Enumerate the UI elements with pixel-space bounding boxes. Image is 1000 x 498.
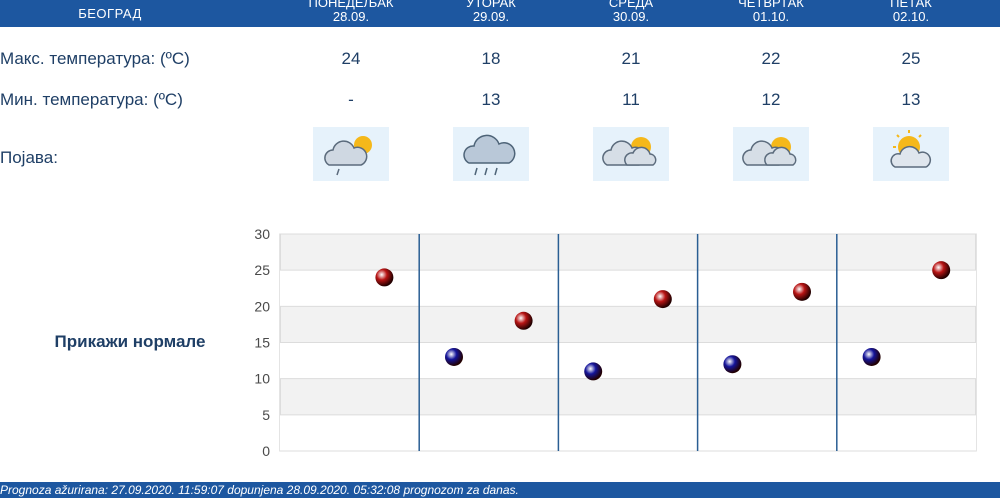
max-temp-point[interactable] bbox=[932, 261, 951, 280]
cloud-sun-icon bbox=[733, 127, 809, 181]
min-temp-point[interactable] bbox=[445, 347, 463, 366]
min-temp-value: - bbox=[348, 90, 354, 109]
cloud-sun-drizzle-icon bbox=[313, 127, 389, 181]
y-tick-label: 30 bbox=[254, 226, 270, 242]
min-temp-point[interactable] bbox=[723, 355, 742, 374]
y-tick-label: 10 bbox=[254, 371, 270, 387]
min-temp-label: Мин. температура: (ºC) bbox=[0, 90, 183, 109]
min-temp-point[interactable] bbox=[584, 362, 603, 381]
day-date: 28.09. bbox=[332, 9, 370, 24]
day-name: ПОНЕДЕЉАК bbox=[308, 0, 394, 10]
day-date: 01.10. bbox=[752, 9, 790, 24]
max-temp-value: 25 bbox=[901, 49, 921, 68]
max-temp-point[interactable] bbox=[514, 311, 533, 330]
y-tick-label: 20 bbox=[254, 298, 270, 314]
min-temp-value: 12 bbox=[761, 90, 781, 109]
y-tick-label: 0 bbox=[262, 443, 270, 459]
show-normals-link[interactable]: Прикажи нормале bbox=[54, 332, 206, 351]
max-temp-value: 21 bbox=[621, 49, 641, 68]
day-header-thursday: ЧЕТВРТАК 01.10. bbox=[706, 0, 836, 24]
day-header-tuesday: УТОРАК 29.09. bbox=[426, 0, 556, 24]
min-temp-value: 11 bbox=[622, 90, 640, 109]
max-temp-label: Макс. температура: (ºC) bbox=[0, 49, 190, 68]
day-date: 30.09. bbox=[612, 9, 650, 24]
day-name: УТОРАК bbox=[466, 0, 516, 10]
y-tick-label: 5 bbox=[262, 407, 270, 423]
max-temp-point[interactable] bbox=[793, 282, 811, 301]
day-name: ПЕТАК bbox=[890, 0, 932, 10]
grid-band bbox=[280, 414, 976, 451]
day-date: 02.10. bbox=[892, 9, 930, 24]
min-temp-value: 13 bbox=[901, 90, 921, 109]
grid-band bbox=[280, 342, 976, 379]
max-temp-point[interactable] bbox=[653, 290, 672, 309]
forecast-header: БЕОГРАД ПОНЕДЕЉАК 28.09. УТОРАК 29.09. С… bbox=[0, 0, 1000, 27]
day-header-wednesday: СРЕДА 30.09. bbox=[566, 0, 696, 24]
temperature-chart: 0 5 10 15 20 25 30 bbox=[254, 226, 977, 459]
max-temp-value: 18 bbox=[481, 49, 501, 68]
forecast-update-footer: Prognoza ažurirana: 27.09.2020. 11:59:07… bbox=[0, 482, 1000, 498]
max-temp-point[interactable] bbox=[375, 268, 394, 287]
sun-cloud-icon bbox=[873, 127, 949, 181]
day-date: 29.09. bbox=[472, 9, 510, 24]
day-header-monday: ПОНЕДЕЉАК 28.09. bbox=[286, 0, 416, 24]
day-name: ЧЕТВРТАК bbox=[738, 0, 804, 10]
cloud-rain-icon bbox=[453, 127, 529, 181]
phenomenon-label: Појава: bbox=[0, 148, 58, 167]
max-temp-value: 22 bbox=[761, 49, 781, 68]
max-temp-value: 24 bbox=[341, 49, 361, 68]
city-name: БЕОГРАД bbox=[78, 6, 142, 21]
min-temp-value: 13 bbox=[481, 90, 501, 109]
day-name: СРЕДА bbox=[608, 0, 654, 10]
y-tick-label: 25 bbox=[254, 262, 270, 278]
min-temp-point[interactable] bbox=[862, 347, 881, 366]
cloud-sun-icon bbox=[593, 127, 669, 181]
y-tick-label: 15 bbox=[254, 335, 270, 351]
grid-band bbox=[280, 270, 976, 307]
day-header-friday: ПЕТАК 02.10. bbox=[846, 0, 976, 24]
